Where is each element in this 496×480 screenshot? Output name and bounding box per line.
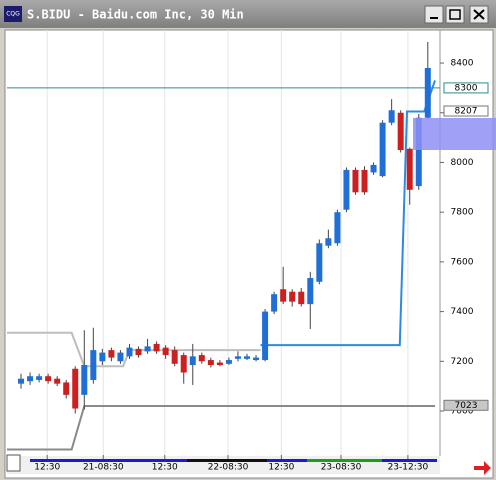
y-tick-label: 7600: [451, 257, 474, 267]
candle-body: [153, 343, 160, 352]
candle-body: [162, 347, 169, 356]
candle-body: [343, 169, 350, 210]
candle-body: [234, 356, 241, 359]
candle-body: [63, 382, 70, 395]
window-title: S.BIDU - Baidu.com Inc, 30 Min: [27, 8, 244, 22]
y-tick-label: 7200: [451, 357, 474, 367]
scroll-arrow[interactable]: [474, 461, 491, 475]
candle-body: [361, 169, 368, 193]
candle-body: [126, 347, 133, 357]
candle-body: [207, 360, 214, 366]
candle-body: [18, 378, 25, 384]
x-tick-label: 21-08:30: [83, 463, 124, 473]
candle-body: [271, 294, 278, 312]
price-tag: [443, 105, 489, 117]
candle-body: [189, 356, 196, 366]
y-tick-label: 7400: [451, 307, 474, 317]
title-bar: [0, 0, 496, 28]
candle-body: [415, 117, 422, 187]
y-tick-label: 8000: [451, 158, 474, 168]
session-bar: [267, 459, 307, 462]
candle-body: [352, 169, 359, 193]
session-bar: [307, 459, 382, 462]
scroll-box[interactable]: [6, 454, 21, 472]
candle-body: [90, 350, 97, 380]
candle-body: [325, 238, 332, 246]
overlay-panel: [413, 118, 496, 150]
price-tag-label: 8300: [455, 83, 478, 93]
candle-body: [289, 291, 296, 302]
indicator-line: [7, 405, 436, 451]
minimize-button[interactable]: [424, 5, 444, 24]
y-tick-label: 7000: [451, 407, 474, 417]
session-bar: [382, 459, 437, 462]
indicator-line: [7, 331, 261, 368]
candle-body: [298, 291, 305, 305]
maximize-button[interactable]: [445, 5, 465, 24]
candle-body: [36, 376, 43, 380]
candle-body: [216, 362, 223, 366]
y-tick-label: 8400: [451, 59, 474, 69]
y-tick-label: 7800: [451, 208, 474, 218]
price-tag-label: 8207: [455, 107, 478, 117]
candle-body: [108, 350, 115, 358]
window-buttons: [424, 5, 489, 24]
candle-body: [280, 289, 287, 302]
candle-body: [262, 311, 269, 361]
x-tick-label: 12:30: [34, 463, 60, 473]
x-tick-label: 22-08:30: [208, 463, 249, 473]
x-tick-label: 12:30: [268, 463, 294, 473]
candle-body: [307, 278, 314, 305]
session-bar: [187, 459, 267, 462]
x-tick-label: 23-12:30: [388, 463, 429, 473]
chart-area: [4, 29, 494, 479]
x-tick-label: 12:30: [152, 463, 178, 473]
candle-body: [72, 368, 79, 409]
candle-body: [171, 350, 178, 364]
candle-body: [54, 378, 61, 384]
price-tag: [443, 82, 489, 94]
candle-body: [81, 365, 88, 395]
candle-body: [316, 243, 323, 282]
close-icon: [473, 9, 485, 20]
candle-body: [406, 148, 413, 190]
candle-body: [397, 112, 404, 151]
candle-body: [370, 164, 377, 173]
candle-body: [117, 352, 124, 362]
session-bar: [30, 459, 187, 462]
price-tag: [443, 399, 489, 411]
candle-body: [99, 352, 106, 362]
candle-body: [388, 110, 395, 123]
price-tag-label: 7023: [455, 401, 478, 411]
candle-body: [45, 376, 52, 382]
candle-body: [198, 355, 205, 362]
candle-body: [135, 348, 142, 356]
candle-body: [180, 355, 187, 373]
candle-body: [379, 122, 386, 177]
maximize-icon: [449, 9, 461, 20]
icon-text: CQG: [6, 11, 20, 18]
candle-body: [27, 376, 34, 382]
candle-body: [334, 212, 341, 244]
candle-body: [144, 346, 151, 352]
app-icon: [4, 6, 22, 22]
candle-body: [225, 360, 232, 364]
x-tick-label: 23-08:30: [321, 463, 362, 473]
candle-body: [244, 356, 251, 359]
candle-body: [253, 357, 260, 361]
candle-body: [424, 68, 431, 118]
